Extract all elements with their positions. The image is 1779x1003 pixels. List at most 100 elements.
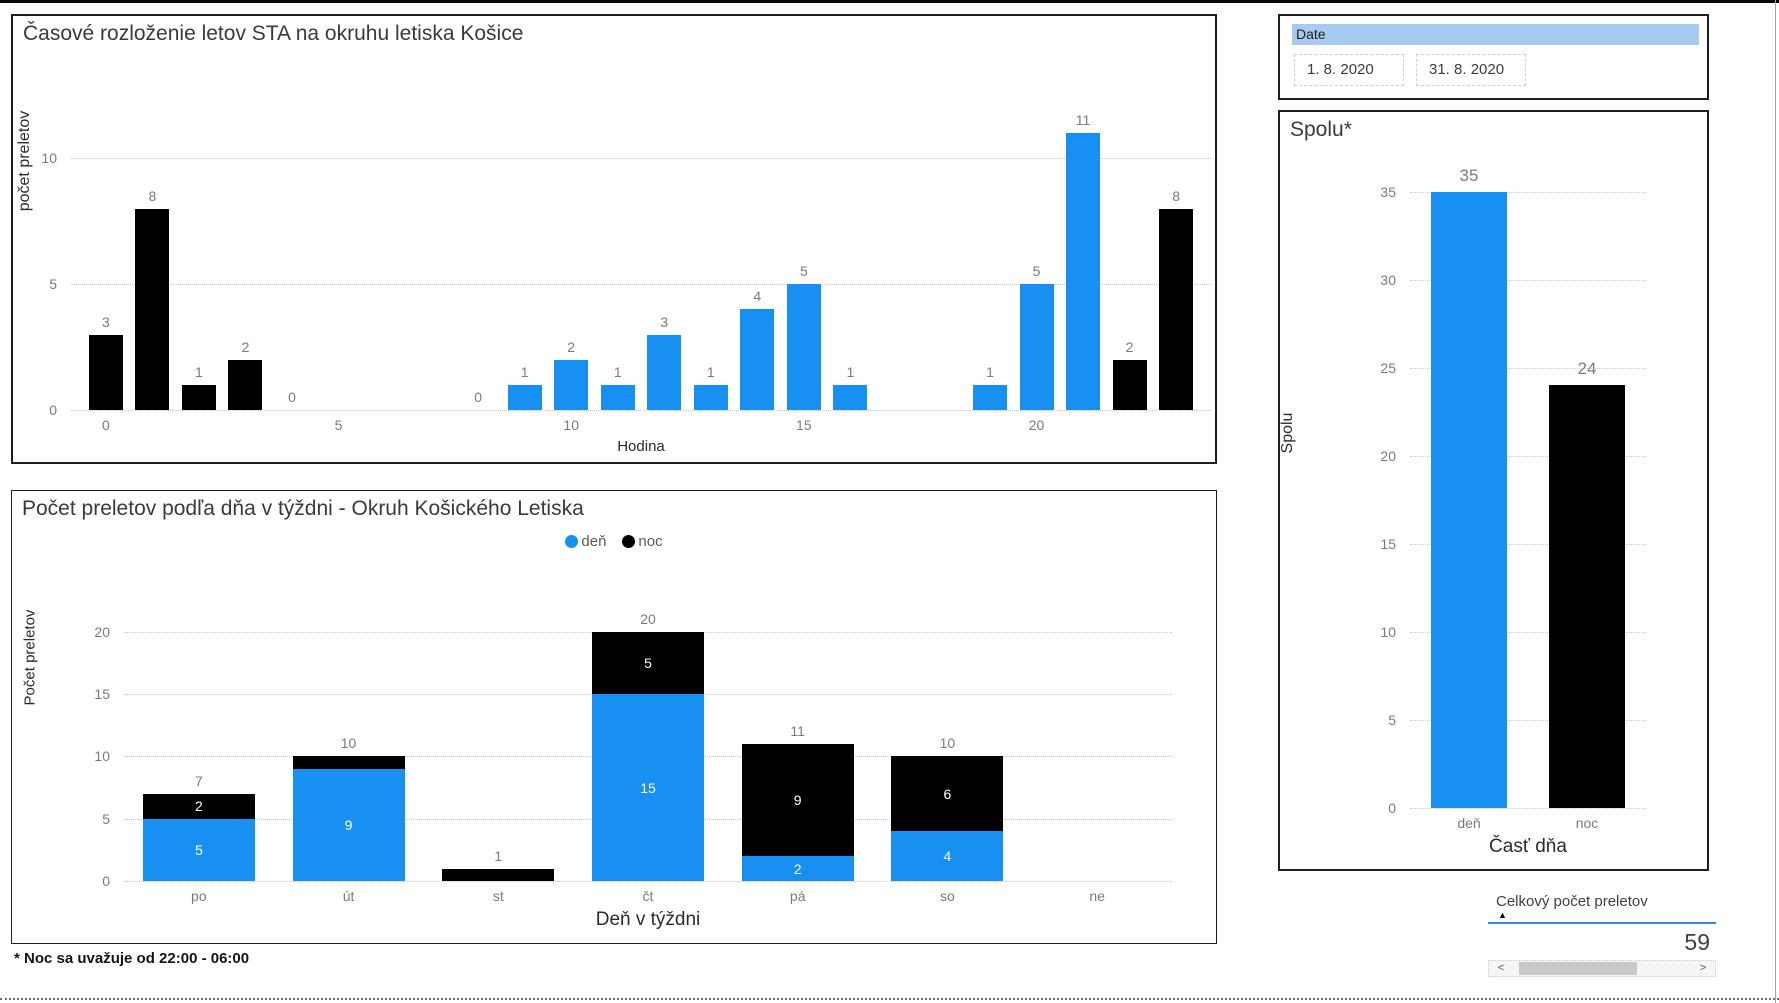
bar-value-label-hour-14: 4 <box>753 288 762 305</box>
gridline-0 <box>71 410 1211 411</box>
segment-label-so-noc: 6 <box>943 785 952 802</box>
bar-value-label-hour-0: 3 <box>101 313 110 330</box>
x-tick-label-0: 0 <box>101 417 110 433</box>
total-label-st: 1 <box>494 847 503 864</box>
bar-value-label-hour-10: 2 <box>567 338 576 355</box>
y-tick-label-0: 0 <box>1388 800 1396 816</box>
gridline-10 <box>1410 631 1646 633</box>
segment-label-čt-deň: 15 <box>640 779 656 796</box>
legend-item-den[interactable]: deň <box>565 533 606 550</box>
y-tick-label-15: 15 <box>1380 535 1396 552</box>
bar-hour-14[interactable] <box>740 309 775 410</box>
bar-hour-20[interactable] <box>1019 284 1054 410</box>
x-tick-label-so: so <box>940 888 955 904</box>
bar-čt-noc[interactable] <box>592 631 704 695</box>
table-horizontal-scrollbar[interactable]: < > <box>1488 960 1716 977</box>
bar-hour-15[interactable] <box>786 284 821 410</box>
bar-hour-3[interactable] <box>228 359 263 410</box>
bar-hour-23[interactable] <box>1159 208 1194 410</box>
bar-hour-2[interactable] <box>181 384 216 410</box>
x-tick-label-út: út <box>342 888 355 904</box>
bar-value-label-hour-9: 1 <box>520 363 529 380</box>
page-top-border <box>0 0 1779 3</box>
scrollbar-left-arrow-icon[interactable]: < <box>1497 962 1505 974</box>
date-end-input[interactable]: 31. 8. 2020 <box>1416 54 1526 86</box>
segment-label-út-deň: 9 <box>344 816 353 833</box>
y-tick-label-5: 5 <box>102 810 110 827</box>
scrollbar-thumb[interactable] <box>1519 962 1637 975</box>
total-chart-plot-area: 0 5 10 15 20 25 30 35 deň 35 noc 24 <box>1380 166 1646 831</box>
segment-label-pá-deň: 2 <box>793 860 802 877</box>
bar-st-noc[interactable] <box>442 868 555 881</box>
bar-value-label-hour-19: 1 <box>986 363 994 380</box>
bar-value-label-hour-13: 1 <box>706 363 715 380</box>
bar-hour-0[interactable] <box>88 334 123 410</box>
bar-value-label-deň: 35 <box>1459 165 1479 185</box>
x-tick-label-po: po <box>191 888 207 904</box>
bar-po-noc[interactable] <box>142 793 255 819</box>
total-count-table-card: Celkový počet preletov ▲ 59 < > <box>1488 893 1716 977</box>
bar-hour-9[interactable] <box>507 384 542 410</box>
sort-ascending-icon[interactable]: ▲ <box>1498 910 1507 920</box>
total-label-čt: 20 <box>640 610 656 627</box>
date-start-input[interactable]: 1. 8. 2020 <box>1294 54 1404 86</box>
legend-item-noc[interactable]: noc <box>622 533 663 550</box>
weekday-chart-plot-area: 0 5 10 15 20 po 5 2 7 út 9 10 st 1 čt 15 5 20 pá 2 9 11 so 4 6 10… <box>94 610 1172 904</box>
bar-hour-21[interactable] <box>1066 133 1101 410</box>
segment-label-po-deň: 5 <box>194 841 203 858</box>
legend-noc-label: noc <box>638 533 663 550</box>
bar-value-label-hour-4: 0 <box>288 389 296 405</box>
y-tick-label-10: 10 <box>1380 623 1396 640</box>
bar-so-noc[interactable] <box>891 756 1004 832</box>
hourly-chart-panel: Časové rozloženie letov STA na okruhu le… <box>11 14 1217 464</box>
table-total-value: 59 <box>1684 929 1710 955</box>
bar-value-label-hour-1: 8 <box>148 187 157 204</box>
gridline-35 <box>1410 191 1646 193</box>
bar-hour-19[interactable] <box>972 384 1007 410</box>
bar-value-label-hour-12: 3 <box>660 313 669 330</box>
segment-label-po-noc: 2 <box>194 798 203 815</box>
bar-value-label-noc: 24 <box>1577 359 1597 379</box>
date-slicer-header[interactable]: Date <box>1292 24 1699 45</box>
bar-hour-12[interactable] <box>647 334 682 410</box>
bar-po-deň[interactable] <box>142 818 255 881</box>
bar-hour-13[interactable] <box>693 384 728 410</box>
hourly-chart-title: Časové rozloženie letov STA na okruhu le… <box>23 22 524 45</box>
y-tick-label-30: 30 <box>1380 271 1396 288</box>
x-tick-label-st: st <box>492 888 504 904</box>
x-tick-label-10: 10 <box>563 417 579 433</box>
legend-den-dot-icon <box>565 535 579 548</box>
bar-value-label-hour-8: 0 <box>474 389 483 405</box>
gridline-0 <box>124 881 1172 882</box>
total-label-so: 10 <box>939 735 956 752</box>
bar-čt-deň[interactable] <box>592 694 704 881</box>
bar-pá-noc[interactable] <box>741 743 854 857</box>
bar-deň[interactable] <box>1431 191 1507 808</box>
x-tick-label-deň: deň <box>1457 815 1481 831</box>
hourly-chart-plot-area: 0 5 10 0 5 10 15 20 3 8 1 2 0 0 1 2 1 3 1 4 5 1 1 5 11 2 8 <box>41 108 1211 433</box>
bar-hour-1[interactable] <box>135 208 170 410</box>
gridline-5 <box>1410 719 1646 721</box>
page-right-edge-line <box>1775 0 1776 1003</box>
hourly-x-axis-title: Hodina <box>617 438 665 455</box>
bar-so-deň[interactable] <box>891 831 1004 881</box>
bar-hour-22[interactable] <box>1112 359 1147 410</box>
total-label-po: 7 <box>194 772 203 789</box>
bar-pá-deň[interactable] <box>741 856 854 881</box>
bar-hour-11[interactable] <box>600 384 635 410</box>
table-column-header[interactable]: Celkový počet preletov <box>1496 893 1648 910</box>
gridline-30 <box>1410 279 1646 281</box>
bar-value-label-hour-11: 1 <box>613 363 622 380</box>
bar-noc[interactable] <box>1549 385 1625 808</box>
bar-hour-16[interactable] <box>833 384 868 410</box>
bar-hour-10[interactable] <box>554 359 589 410</box>
scrollbar-right-arrow-icon[interactable]: > <box>1699 962 1707 974</box>
gridline-25 <box>1410 367 1646 369</box>
segment-label-pá-noc: 9 <box>793 791 802 808</box>
bar-út-noc[interactable] <box>292 756 405 769</box>
y-tick-label-25: 25 <box>1380 359 1396 376</box>
segment-label-čt-noc: 5 <box>644 654 652 671</box>
bar-út-deň[interactable] <box>292 768 405 881</box>
total-y-axis-title: Spolu <box>1279 412 1296 454</box>
y-tick-label-0: 0 <box>49 402 57 418</box>
